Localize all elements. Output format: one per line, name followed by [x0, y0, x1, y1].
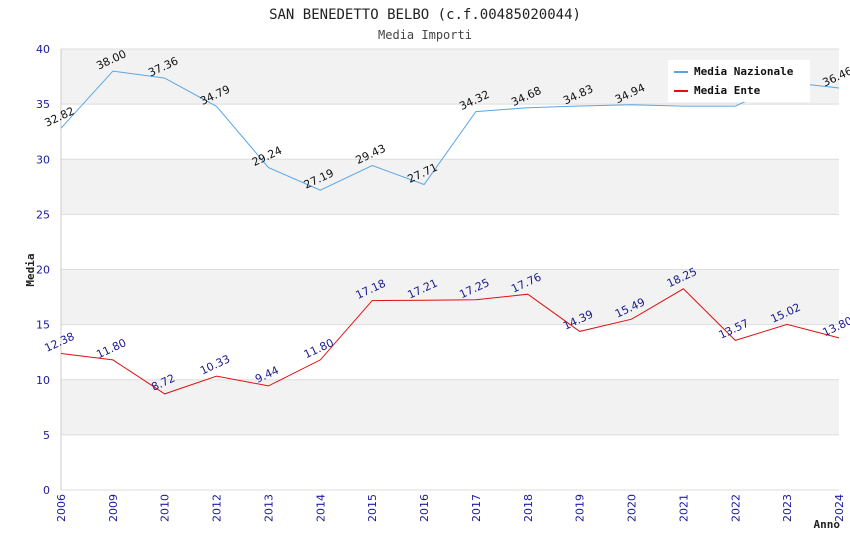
y-tick-label: 40 [36, 43, 50, 56]
x-tick-label: 2012 [211, 494, 224, 522]
x-axis-ticks: 2006 2009 2010 2012 2013 2014 2015 2016 2017 2018… [55, 494, 846, 522]
legend-label-nazionale: Media Nazionale [694, 65, 794, 78]
plot-band [61, 159, 839, 215]
x-tick-label: 2022 [729, 494, 742, 522]
y-tick-label: 25 [36, 208, 50, 221]
y-tick-label: 35 [36, 98, 50, 111]
plot-band [61, 269, 839, 325]
x-tick-label: 2009 [107, 494, 120, 522]
legend-box [668, 60, 810, 102]
x-tick-label: 2017 [470, 494, 483, 522]
series-line-nazionale [60, 70, 840, 191]
x-tick-label: 2024 [833, 494, 846, 522]
y-axis-ticks: 0 5 10 15 20 25 30 35 40 [36, 43, 50, 497]
y-axis-label: Media [24, 253, 37, 286]
legend-label-ente: Media Ente [694, 84, 761, 97]
x-tick-label: 2020 [626, 494, 639, 522]
y-tick-label: 10 [36, 374, 50, 387]
chart-title: SAN BENEDETTO BELBO (c.f.00485020044) [269, 7, 581, 23]
gridlines [60, 48, 839, 491]
plot-band [61, 434, 839, 490]
plot-band [61, 324, 839, 380]
series-lines [60, 70, 840, 395]
y-tick-label: 20 [36, 264, 50, 277]
x-tick-label: 2010 [159, 494, 172, 522]
series-line-ente [60, 288, 840, 395]
plot-bands [61, 49, 839, 490]
x-tick-label: 2006 [55, 494, 68, 522]
x-tick-label: 2016 [418, 494, 431, 522]
x-axis-label: Anno [814, 518, 841, 531]
x-tick-label: 2021 [677, 494, 690, 522]
x-tick-label: 2014 [314, 494, 327, 522]
x-tick-label: 2015 [366, 494, 379, 522]
x-tick-label: 2019 [574, 494, 587, 522]
y-tick-label: 0 [43, 484, 50, 497]
y-tick-label: 5 [43, 429, 50, 442]
plot-band [61, 104, 839, 160]
legend: Media Nazionale Media Ente [668, 60, 810, 102]
x-tick-label: 2023 [781, 494, 794, 522]
y-tick-label: 15 [36, 319, 50, 332]
plot-band [61, 214, 839, 270]
x-tick-label: 2013 [262, 494, 275, 522]
plot-band [61, 379, 839, 435]
chart-subtitle: Media Importi [378, 28, 472, 42]
x-tick-label: 2018 [522, 494, 535, 522]
y-tick-label: 30 [36, 153, 50, 166]
